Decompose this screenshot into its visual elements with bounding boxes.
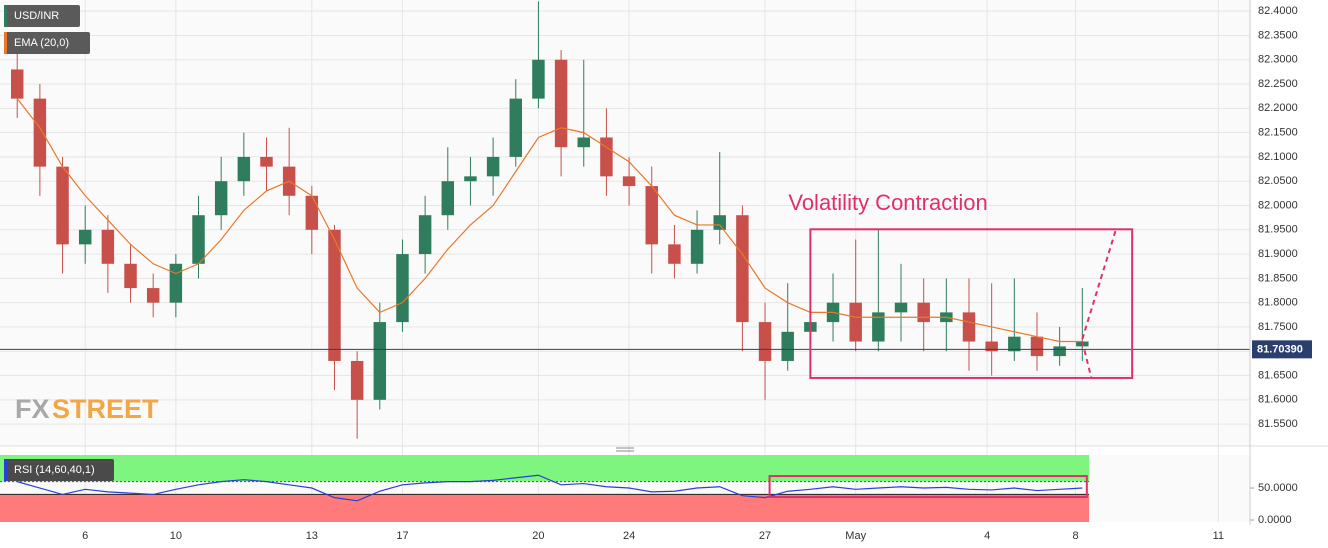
- projection-line: [1081, 229, 1117, 340]
- candle-body: [441, 181, 455, 216]
- y-tick-label: 0.0000: [1258, 514, 1292, 526]
- candle-body: [872, 312, 885, 342]
- y-tick-label: 81.6500: [1258, 369, 1298, 381]
- watermark-street: STREET: [52, 394, 159, 424]
- y-tick-label: 50.0000: [1258, 482, 1298, 494]
- y-tick-label: 81.9000: [1258, 248, 1298, 260]
- watermark-fx: FX: [15, 394, 50, 424]
- annotation-box: [809, 228, 1134, 379]
- y-tick-label: 81.8000: [1258, 297, 1298, 309]
- symbol-badge: [4, 5, 80, 27]
- candle-body: [736, 215, 749, 323]
- y-tick-label: 82.0000: [1258, 199, 1298, 211]
- candle-body: [781, 331, 794, 361]
- ema-swatch: [4, 32, 7, 54]
- candle-body: [758, 322, 772, 361]
- candle-body: [192, 215, 205, 264]
- y-tick-label: 82.4000: [1258, 5, 1298, 17]
- candle-body: [622, 176, 636, 187]
- candle-body: [577, 137, 590, 148]
- rsi-badge: [4, 459, 114, 481]
- candle-body: [668, 244, 681, 264]
- y-tick-label: 82.1000: [1258, 151, 1298, 163]
- projection-line: [1081, 341, 1093, 379]
- ema-line: [16, 98, 1083, 343]
- candle-body: [124, 263, 137, 289]
- y-tick-label: 82.0500: [1258, 175, 1298, 187]
- x-tick-label: 13: [306, 530, 318, 542]
- x-tick-label: 8: [1072, 530, 1078, 542]
- y-tick-label: 82.3000: [1258, 54, 1298, 66]
- annotation-label: Volatility Contraction: [788, 190, 987, 215]
- y-tick-label: 82.2000: [1258, 102, 1298, 114]
- candle-body: [260, 156, 273, 167]
- x-tick-label: 20: [532, 530, 544, 542]
- candle-body: [101, 229, 115, 264]
- candle-body: [894, 302, 908, 313]
- candle-body: [214, 181, 228, 216]
- candle-body: [486, 156, 500, 177]
- candle-body: [373, 322, 387, 400]
- y-tick-label: 81.6000: [1258, 394, 1298, 406]
- x-tick-label: 4: [984, 530, 990, 542]
- candle-body: [237, 156, 251, 182]
- candle-body: [169, 263, 183, 303]
- symbol-label: USD/INR: [14, 10, 59, 22]
- x-tick-label: 10: [170, 530, 182, 542]
- ema-label: EMA (20,0): [14, 37, 69, 49]
- ema-badge: [4, 32, 90, 54]
- candle-body: [1008, 336, 1021, 352]
- x-tick-label: 27: [759, 530, 771, 542]
- y-tick-label: 82.2500: [1258, 78, 1298, 90]
- y-tick-label: 81.5500: [1258, 418, 1298, 430]
- candle-body: [532, 59, 545, 99]
- candle-body: [146, 288, 160, 303]
- y-tick-label: 82.1500: [1258, 127, 1298, 139]
- symbol-swatch: [4, 5, 7, 27]
- candle-body: [350, 360, 364, 400]
- x-tick-label: May: [845, 530, 866, 542]
- rsi-line: [17, 474, 1083, 502]
- price-panel: [0, 0, 1250, 445]
- rsi-annotation-box: [768, 475, 1088, 498]
- oversold-band: [0, 494, 1090, 522]
- candle-body: [985, 341, 998, 352]
- candle-body: [78, 229, 92, 245]
- candle-body: [600, 137, 613, 177]
- candle-body: [305, 195, 319, 230]
- candle-body: [1030, 336, 1044, 357]
- x-tick-label: 6: [82, 530, 88, 542]
- y-tick-label: 81.9500: [1258, 224, 1298, 236]
- candle-body: [713, 215, 726, 230]
- x-tick-label: 11: [1213, 530, 1224, 542]
- rsi-label: RSI (14,60,40,1): [14, 464, 95, 476]
- candle-body: [645, 186, 658, 245]
- candle-body: [554, 59, 568, 148]
- candle-body: [10, 69, 24, 99]
- candle-body: [917, 302, 930, 323]
- rsi-swatch: [4, 459, 7, 481]
- candle-body: [962, 312, 976, 342]
- candle-body: [1053, 346, 1066, 357]
- x-tick-label: 17: [396, 530, 408, 542]
- last-price-label: 81.70390: [1257, 343, 1303, 355]
- candle-body: [418, 215, 432, 255]
- last-price-tag: [1252, 340, 1312, 359]
- y-tick-label: 82.3500: [1258, 29, 1298, 41]
- candle-body: [396, 254, 409, 323]
- candle-body: [509, 98, 523, 157]
- candle-body: [33, 98, 47, 167]
- y-tick-label: 81.7500: [1258, 321, 1298, 333]
- candle-body: [56, 166, 69, 245]
- candle-body: [690, 229, 704, 264]
- candle-body: [328, 229, 341, 361]
- candle-body: [464, 176, 477, 182]
- y-tick-label: 81.8500: [1258, 272, 1298, 284]
- candle-body: [849, 302, 862, 342]
- x-tick-label: 24: [623, 530, 635, 542]
